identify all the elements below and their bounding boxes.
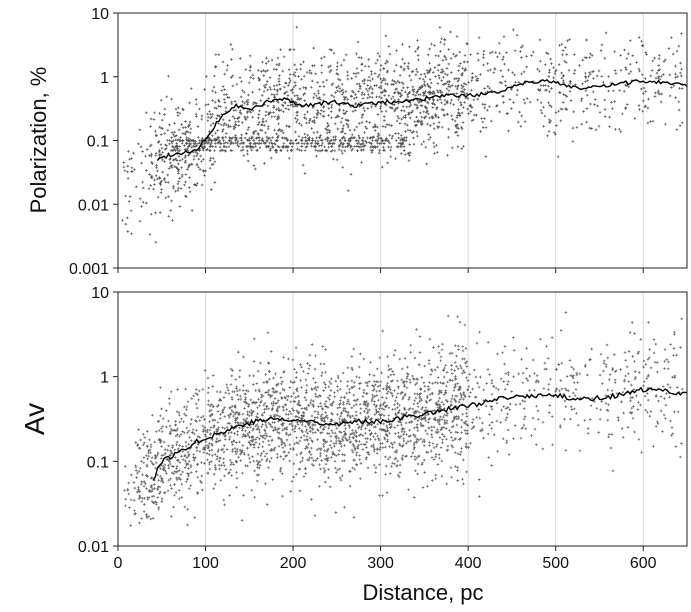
polarization-gridlines — [205, 13, 644, 268]
x-axis-label: Distance, pc — [362, 580, 483, 605]
polarization-y-tick-label: 0.001 — [69, 261, 109, 278]
polarization-y-tick-label: 0.01 — [78, 197, 109, 214]
polarization-y-ticks: 0.001 0.01 0.1 1 10 — [69, 6, 118, 278]
av-y-axis-label: Av — [19, 403, 50, 435]
av-plot-frame — [117, 291, 688, 547]
av-x-tick-label: 100 — [192, 555, 219, 572]
polarization-y-tick-label: 0.1 — [87, 134, 109, 151]
polarization-running-mean-line — [156, 79, 688, 162]
av-x-tick-label: 200 — [280, 555, 307, 572]
polarization-scatter-markers — [121, 25, 684, 244]
av-y-ticks: 0.01 0.1 1 10 — [78, 285, 118, 556]
av-y-tick-label: 0.01 — [78, 539, 109, 556]
polarization-y-tick-label: 10 — [91, 6, 109, 23]
av-running-mean-line — [152, 386, 688, 481]
polarization-y-axis-label: Polarization, % — [26, 67, 51, 214]
polarization-scatter-points — [121, 25, 684, 244]
av-panel: 0 100 200 300 400 500 600 0.01 0.1 1 10 Av — [19, 285, 688, 572]
av-x-tick-label: 500 — [542, 555, 569, 572]
av-x-tick-label: 300 — [367, 555, 394, 572]
polarization-panel: 0.001 0.01 0.1 1 10 Polarization, % — [26, 6, 688, 278]
av-scatter-markers — [123, 311, 684, 527]
av-x-ticks: 0 100 200 300 400 500 600 — [114, 546, 657, 572]
av-x-tick-label: 600 — [630, 555, 657, 572]
av-scatter-points — [123, 311, 684, 527]
polarization-y-tick-label: 1 — [100, 70, 109, 87]
av-y-tick-label: 1 — [100, 370, 109, 387]
av-x-tick-label: 0 — [114, 555, 123, 572]
av-x-tick-label: 400 — [455, 555, 482, 572]
av-y-tick-label: 0.1 — [87, 454, 109, 471]
polarization-x-ticks — [117, 268, 644, 273]
av-y-tick-label: 10 — [91, 285, 109, 302]
av-gridlines — [205, 292, 644, 546]
